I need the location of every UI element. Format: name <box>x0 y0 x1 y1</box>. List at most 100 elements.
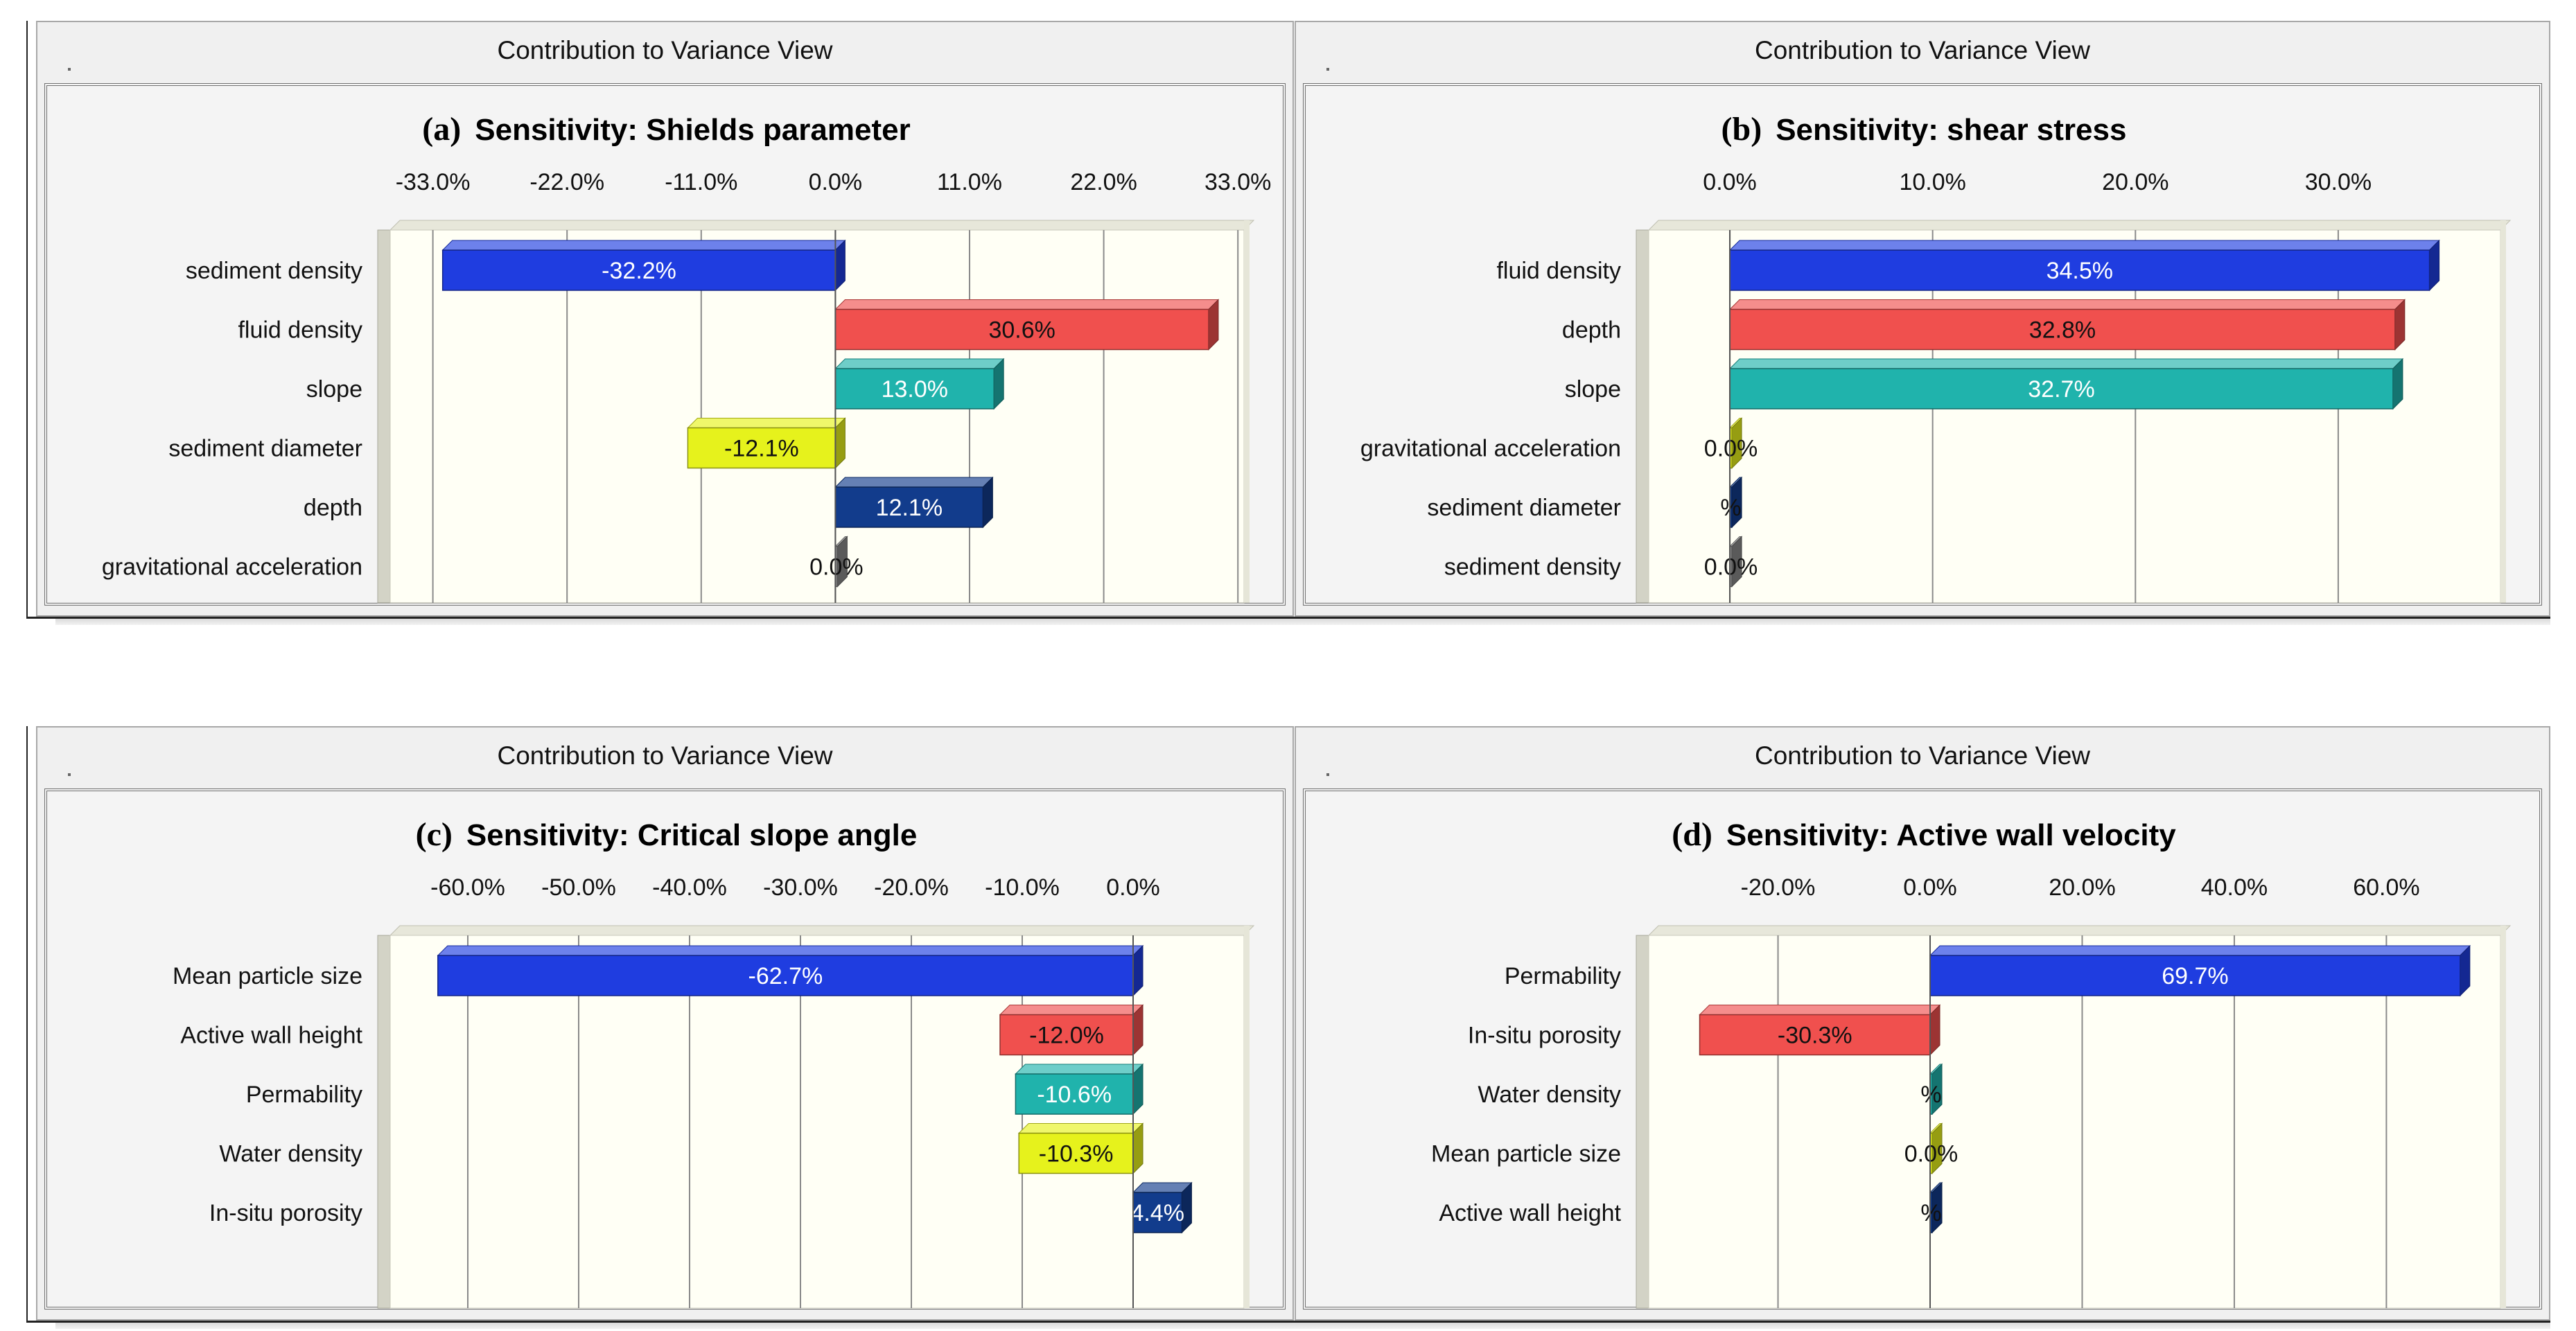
data-label: 30.6% <box>988 317 1055 344</box>
x-tick-label: 22.0% <box>1070 169 1137 195</box>
category-label: sediment diameter <box>168 436 362 462</box>
x-tick-label: 33.0% <box>1204 169 1271 195</box>
x-tick-label: -10.0% <box>985 874 1060 901</box>
x-tick-label: 10.0% <box>1899 169 1965 195</box>
data-label: 0.0% <box>1904 1141 1959 1167</box>
data-label: -62.7% <box>748 963 823 989</box>
x-tick-label: -50.0% <box>541 874 616 901</box>
bar-top-face <box>1015 1064 1144 1075</box>
data-label: 34.5% <box>2047 258 2113 284</box>
bar-top-face <box>834 358 1005 369</box>
category-label: gravitational acceleration <box>102 554 362 581</box>
chart-window-a: Contribution to Variance View (a) Sensiti… <box>36 21 1294 617</box>
plot-left-wall <box>1636 229 1649 603</box>
svg-text:(d)Sensitivity: Active wall ve: (d) Sensitivity: Active wall velocity <box>1672 816 2176 853</box>
bar <box>687 427 836 469</box>
x-tick-label: -20.0% <box>1741 874 1816 901</box>
bar-top-face <box>1132 1182 1193 1193</box>
data-label: -12.0% <box>1029 1023 1104 1049</box>
chart-title: Sensitivity: Shields parameter <box>475 113 910 147</box>
sensitivity-chart-d: (d) Sensitivity: Active wall velocity -20.… <box>1431 816 2512 1309</box>
bar-top-face <box>437 945 1144 956</box>
chart-panel: (a) Sensitivity: Shields parameter -33.0% -… <box>44 83 1286 606</box>
plot-area <box>389 229 1245 603</box>
category-label: depth <box>304 495 362 521</box>
x-tick-label: -20.0% <box>874 874 949 901</box>
x-tick-label: 40.0% <box>2201 874 2268 901</box>
x-tick-label: -60.0% <box>430 874 505 901</box>
bar <box>834 368 995 409</box>
bar-top-face <box>1017 1123 1144 1134</box>
data-label: 0.0% <box>1704 436 1758 462</box>
data-label: % <box>1920 1200 1941 1226</box>
plot-right-wall <box>2500 926 2506 1308</box>
category-label: Mean particle size <box>1431 1141 1621 1167</box>
sensitivity-chart-a: (a) Sensitivity: Shields parameter-33.0% -… <box>102 111 1271 603</box>
bar-top-face <box>999 1005 1144 1015</box>
chart-window-c: Contribution to Variance View (c) Sensiti… <box>36 726 1294 1321</box>
bar-top-face <box>1728 240 2440 251</box>
bar <box>1729 249 2430 291</box>
top-row-shadow <box>55 618 2550 625</box>
bar-top-face <box>1728 358 2404 369</box>
plot-left-wall <box>377 229 391 603</box>
plot-area <box>1648 935 2501 1309</box>
category-label: In-situ porosity <box>1468 1023 1621 1049</box>
plot-area <box>389 935 1245 1309</box>
x-tick-label: 20.0% <box>2102 169 2168 195</box>
window-dot <box>68 773 71 776</box>
x-tick-label: 0.0% <box>1703 169 1757 195</box>
category-label: fluid density <box>238 317 362 344</box>
window-title: Contribution to Variance View <box>497 36 833 64</box>
plot-left-wall <box>377 935 391 1309</box>
category-label: Water density <box>1478 1082 1621 1108</box>
category-label: sediment density <box>1444 554 1621 581</box>
chart-window-d: Contribution to Variance View (d) Sensiti… <box>1295 726 2550 1321</box>
data-label: 69.7% <box>2162 963 2228 989</box>
chart-title: Sensitivity: Active wall velocity <box>1726 818 2176 852</box>
category-label: Active wall height <box>180 1023 362 1049</box>
category-label: In-situ porosity <box>209 1200 362 1226</box>
window-dot <box>1326 68 1329 71</box>
x-tick-label: 0.0% <box>809 169 863 195</box>
window-dot <box>68 68 71 71</box>
category-label: slope <box>306 376 362 403</box>
data-label: 32.8% <box>2029 317 2096 344</box>
bar-top-face <box>441 240 846 251</box>
window-title: Contribution to Variance View <box>1754 741 2091 770</box>
bar <box>1729 368 2394 409</box>
bar-top-face <box>1929 945 2471 956</box>
chart-panel: (c) Sensitivity: Critical slope angle -60.… <box>44 788 1286 1310</box>
svg-text:(c)Sensitivity: Critical slope: (c) Sensitivity: Critical slope angle <box>416 816 918 853</box>
category-label: sediment diameter <box>1427 495 1621 521</box>
data-label: 0.0% <box>1704 554 1758 581</box>
data-label: 32.7% <box>2028 376 2094 403</box>
data-label: % <box>1720 495 1741 521</box>
data-label: 13.0% <box>882 376 948 403</box>
plot-top-edge <box>1647 925 2512 936</box>
data-label: 4.4% <box>1130 1200 1184 1226</box>
x-tick-label: 0.0% <box>1903 874 1957 901</box>
category-label: gravitational acceleration <box>1360 436 1621 462</box>
x-tick-label: -33.0% <box>396 169 471 195</box>
chart-title: Sensitivity: Critical slope angle <box>466 818 917 852</box>
data-label: 12.1% <box>876 495 943 521</box>
category-label: Active wall height <box>1439 1200 1621 1226</box>
category-label: Permability <box>1505 963 1621 989</box>
plot-right-wall <box>2500 220 2506 603</box>
plot-top-edge <box>389 220 1255 231</box>
bar-top-face <box>1728 299 2406 310</box>
top-row-frame <box>26 21 2550 619</box>
bottom-row-frame <box>26 726 2550 1323</box>
panel-letter: (d) <box>1672 816 1712 853</box>
x-tick-label: -11.0% <box>665 169 737 195</box>
chart-window-b: Contribution to Variance View (b) Sensiti… <box>1295 21 2550 617</box>
data-label: -10.6% <box>1037 1082 1112 1108</box>
bar <box>1018 1132 1134 1174</box>
plot-top-edge <box>1647 220 2512 231</box>
plot-right-wall <box>1244 220 1250 603</box>
bar <box>834 308 1209 351</box>
data-label: 0.0% <box>809 554 864 581</box>
x-tick-label: 11.0% <box>937 169 1002 195</box>
category-label: Permability <box>246 1082 362 1108</box>
